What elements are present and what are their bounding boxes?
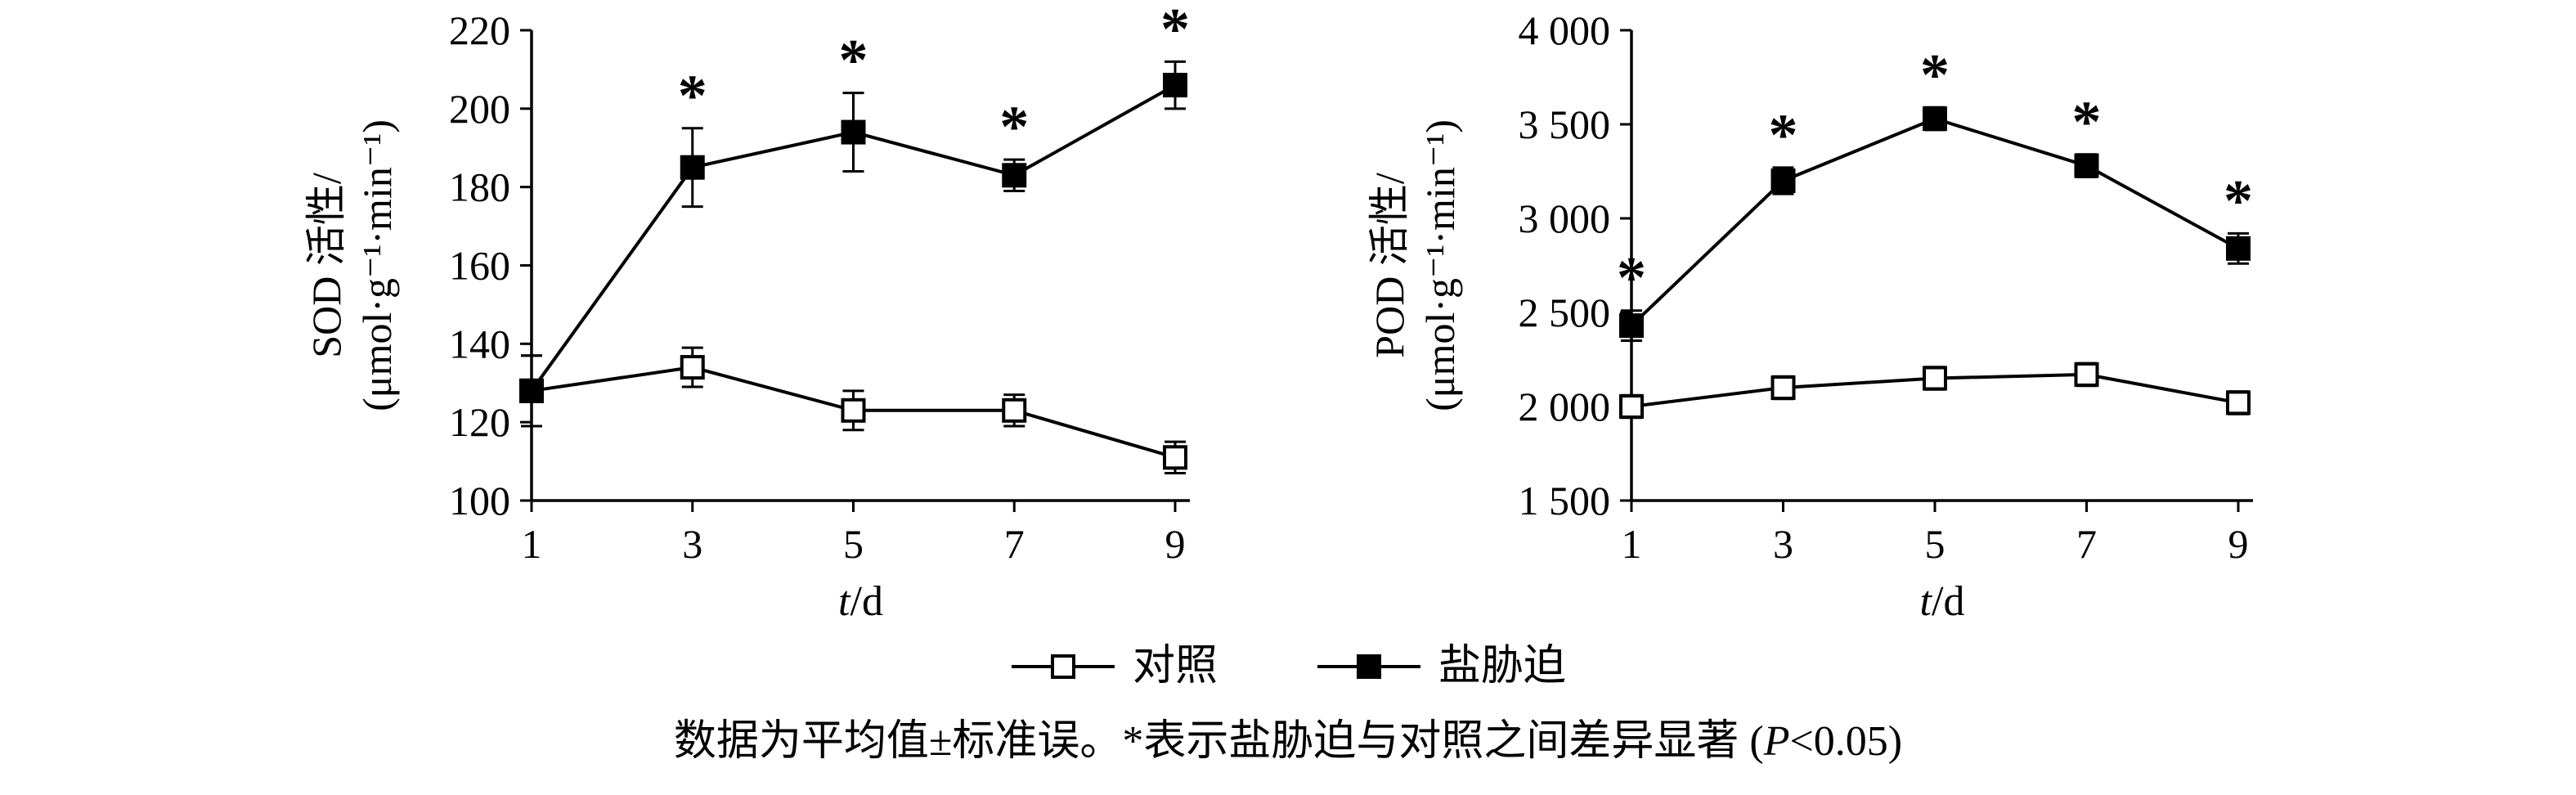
significance-asterisk: * (1160, 2, 1190, 61)
caption-text: <0.05) (1789, 718, 1903, 766)
figure-caption: 数据为平均值±标准误。*表示盐胁迫与对照之间差异显著 (P<0.05) (674, 717, 1902, 766)
y-tick-label: 100 (449, 478, 510, 523)
y-tick-label: 180 (449, 164, 510, 210)
filled-square-data-marker (1619, 313, 1644, 339)
x-tick-label: 1 (522, 521, 542, 567)
open-square-data-marker (680, 355, 705, 380)
y-tick-label: 140 (449, 321, 510, 366)
open-square-data-marker (1770, 375, 1796, 400)
filled-square-data-marker (1002, 163, 1027, 188)
filled-square-data-marker (680, 155, 705, 180)
open-square-marker-icon (1011, 654, 1115, 679)
significance-asterisk: * (1617, 245, 1646, 311)
charts-row: 100 120 140 160 180 200 220 1 3 5 7 9 t/d SOD 活性/(μmo… (286, 2, 2290, 623)
y-tick-label: 200 (449, 86, 510, 132)
x-tick-label: 5 (843, 521, 864, 567)
y-tick-label: 2 000 (1519, 384, 1611, 429)
filled-square-data-marker (2074, 153, 2099, 178)
filled-square (1357, 654, 1381, 679)
open-square-data-marker (1923, 366, 1947, 391)
filled-square-data-marker (1923, 106, 1947, 132)
significance-asterisk: * (1769, 102, 1798, 168)
y-tick-label: 160 (449, 243, 510, 289)
significance-asterisk: * (1920, 42, 1950, 107)
open-square-data-marker (2226, 390, 2251, 415)
filled-square-data-marker (1770, 168, 1796, 193)
legend-label: 盐胁迫 (1438, 643, 1567, 689)
open-square (1050, 654, 1075, 679)
y-axis-label: SOD 活性/ (303, 173, 349, 358)
open-square-data-marker (2074, 362, 2099, 387)
open-square-data-marker (1002, 398, 1027, 423)
series-line (1630, 116, 2239, 327)
significance-asterisk: * (2072, 89, 2102, 155)
y-axis-label: (μmol·g⁻¹·min⁻¹) (1417, 119, 1463, 411)
y-tick-label: 4 000 (1519, 7, 1611, 53)
significance-asterisk: * (839, 28, 868, 93)
filled-square-data-marker (841, 119, 866, 145)
y-tick-label: 3 500 (1519, 101, 1611, 147)
pod-activity-line-chart: 1 500 2 000 2 500 3 000 3 500 4 000 1 3 5 7 9 t/d PO… (1367, 7, 2253, 623)
x-axis-label: t/d (838, 578, 883, 623)
legend-label: 对照 (1132, 643, 1218, 689)
open-square-data-marker (1619, 394, 1644, 419)
caption-text: 数据为平均值±标准误。*表示盐胁迫与对照之间差异显著 ( (673, 718, 1764, 766)
y-tick-label: 1 500 (1519, 478, 1611, 523)
x-tick-label: 7 (1004, 521, 1025, 567)
y-tick-label: 220 (449, 7, 510, 53)
x-tick-label: 9 (1165, 521, 1186, 567)
x-axis-label: t/d (1920, 578, 1965, 623)
legend-item: 对照 (1010, 643, 1218, 689)
y-tick-label: 120 (449, 399, 510, 445)
x-tick-label: 3 (1773, 521, 1793, 567)
open-square-data-marker (841, 398, 866, 423)
x-tick-label: 5 (1925, 521, 1945, 567)
filled-square-data-marker (2226, 236, 2251, 261)
y-tick-label: 2 500 (1519, 290, 1611, 335)
x-tick-label: 1 (1622, 521, 1642, 567)
significance-asterisk: * (999, 94, 1029, 159)
legend: 对照 盐胁迫 (1010, 643, 1566, 689)
significance-asterisk: * (678, 63, 707, 128)
open-square-data-marker (1163, 445, 1187, 470)
legend-item: 盐胁迫 (1316, 643, 1566, 689)
filled-square-data-marker (1163, 73, 1187, 98)
x-tick-label: 9 (2228, 521, 2249, 567)
y-axis-label: (μmol·g⁻¹·min⁻¹) (354, 119, 400, 411)
x-tick-label: 3 (682, 521, 702, 567)
filled-square-data-marker (519, 378, 544, 403)
y-tick-label: 3 000 (1519, 195, 1611, 241)
significance-asterisk: * (2224, 168, 2253, 233)
x-tick-label: 7 (2076, 521, 2097, 567)
filled-square-marker-icon (1317, 654, 1420, 679)
caption-text: P (1763, 718, 1790, 766)
sod-activity-line-chart: 100 120 140 160 180 200 220 1 3 5 7 9 t/d SOD 活性/(μmo… (303, 2, 1190, 623)
y-axis-label: POD 活性/ (1367, 173, 1412, 358)
